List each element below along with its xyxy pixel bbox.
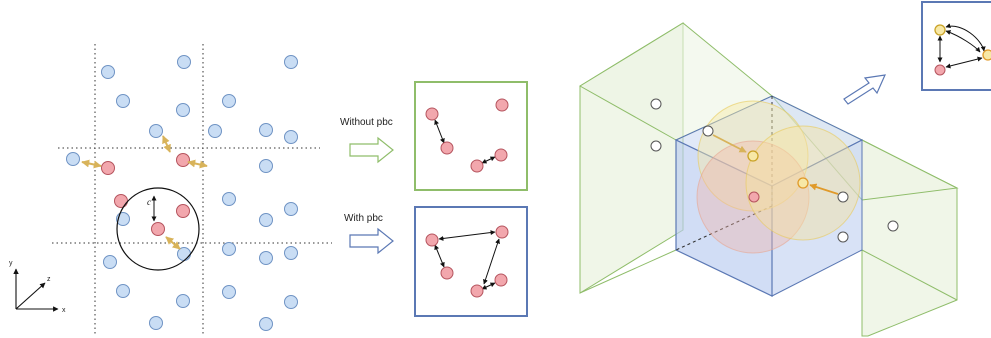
image-atom (650, 140, 662, 152)
central-atom (114, 194, 128, 208)
atom (494, 273, 508, 287)
cutoff-circle (116, 187, 200, 271)
image-atom (116, 212, 130, 226)
image-atom (259, 251, 273, 265)
axis-y-label: y (9, 260, 13, 267)
central-atom (747, 150, 759, 162)
hollow-arrow-right-icon (349, 136, 394, 164)
central-atom (101, 161, 115, 175)
atom (934, 24, 946, 36)
image-atom (259, 213, 273, 227)
cutoff-label: c (147, 197, 151, 207)
central-atom (748, 191, 760, 203)
with-pbc-label: With pbc (344, 213, 383, 224)
without-pbc-label: Without pbc (340, 117, 393, 128)
central-atom (176, 204, 190, 218)
3d-cell-panel (579, 1, 991, 337)
image-atom (116, 94, 130, 108)
image-atom (222, 192, 236, 206)
atom (440, 266, 454, 280)
image-atom (103, 255, 117, 269)
image-atom (650, 98, 662, 110)
axis-x-label: x (62, 307, 66, 314)
axis-z-label: z (47, 276, 51, 283)
atom (470, 159, 484, 173)
image-atom (222, 94, 236, 108)
atom (494, 148, 508, 162)
atom (470, 284, 484, 298)
image-atom (259, 123, 273, 137)
image-atom (149, 316, 163, 330)
with-pbc-box (414, 206, 528, 317)
atom (425, 107, 439, 121)
inset-graph-box (921, 1, 991, 91)
image-atom (284, 202, 298, 216)
image-atom (101, 65, 115, 79)
atom (495, 225, 509, 239)
image-atom (149, 124, 163, 138)
image-atom (116, 284, 130, 298)
image-atom (284, 246, 298, 260)
central-atom (176, 153, 190, 167)
image-atom (837, 231, 849, 243)
hollow-arrow-diagonal-icon (843, 74, 886, 105)
image-atom (66, 152, 80, 166)
cell-boundaries (52, 44, 332, 336)
image-atom (208, 124, 222, 138)
image-atom (222, 285, 236, 299)
central-atom (151, 222, 165, 236)
axis-triad-icon (13, 268, 59, 312)
central-atom (797, 177, 809, 189)
image-atom (176, 103, 190, 117)
atom (934, 64, 946, 76)
image-atom (259, 317, 273, 331)
image-atom (837, 191, 849, 203)
comparison-panel: Without pbc With pbc (340, 81, 528, 317)
image-atom (177, 55, 191, 69)
atom (495, 98, 509, 112)
image-atom (702, 125, 714, 137)
without-pbc-box (414, 81, 528, 191)
hollow-arrow-right-icon (349, 227, 394, 255)
image-atom (887, 220, 899, 232)
periodic-lattice-panel: c y x z (9, 44, 332, 336)
atom (425, 233, 439, 247)
image-atom (284, 130, 298, 144)
atom (440, 141, 454, 155)
central-cell-atoms (101, 153, 190, 236)
image-atom (284, 55, 298, 69)
image-atom (284, 295, 298, 309)
image-atom (222, 242, 236, 256)
atom (982, 49, 991, 61)
image-atom (259, 159, 273, 173)
image-atom (176, 294, 190, 308)
neighbor-arrows (81, 135, 208, 250)
image-atoms (66, 55, 298, 331)
